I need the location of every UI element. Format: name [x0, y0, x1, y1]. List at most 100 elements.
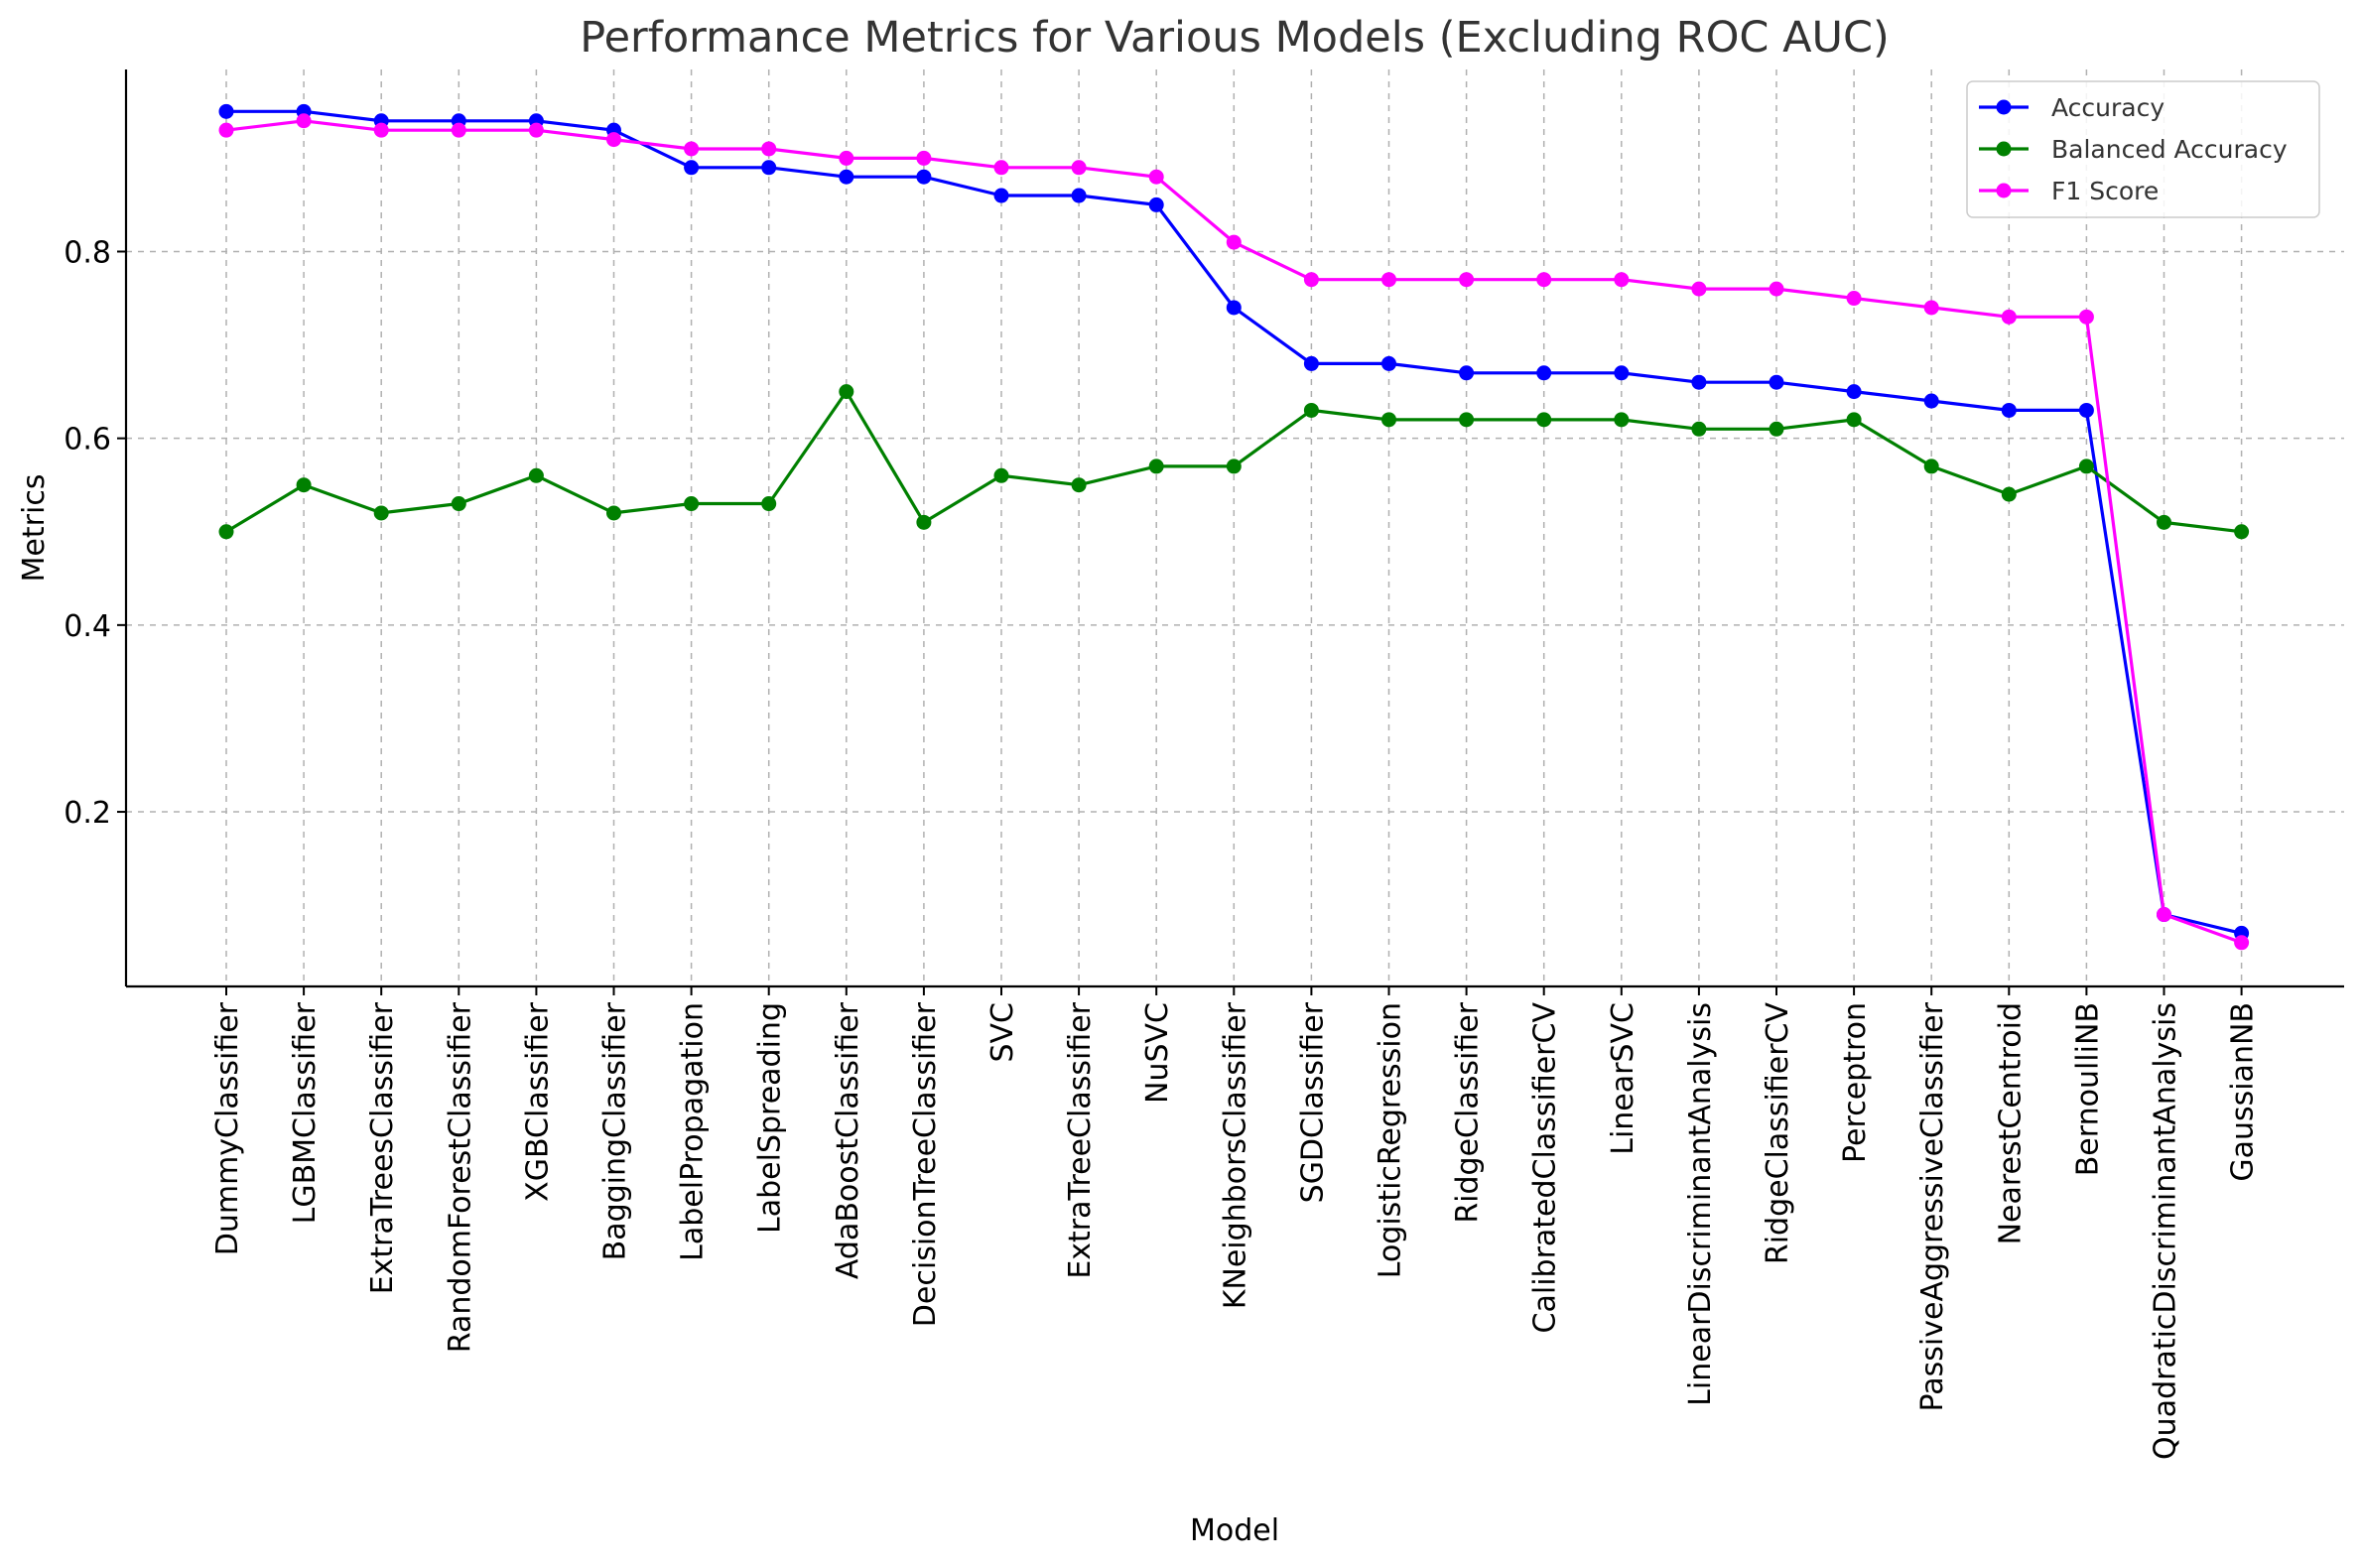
data-point — [1148, 458, 1164, 474]
y-tick-label: 0.2 — [64, 796, 111, 831]
data-point — [1071, 188, 1087, 203]
x-tick-label: RandomForestClassifier — [443, 1001, 477, 1353]
data-point — [296, 477, 312, 493]
data-point — [1536, 365, 1552, 381]
data-point — [1071, 477, 1087, 493]
axes — [124, 69, 2344, 988]
data-point — [1381, 412, 1396, 428]
data-point — [451, 496, 466, 512]
legend: Accuracy Balanced Accuracy F1 Score — [1966, 80, 2320, 218]
data-point — [1536, 272, 1552, 288]
x-tick-label: DecisionTreeClassifier — [908, 1001, 943, 1327]
y-tick-label: 0.8 — [64, 235, 111, 270]
x-tick-label: LinearSVC — [1606, 1002, 1640, 1155]
x-tick-label: RidgeClassifierCV — [1761, 1002, 1795, 1265]
data-point — [606, 505, 621, 521]
data-point — [1769, 421, 1784, 437]
data-point — [1226, 300, 1242, 316]
data-point — [2234, 935, 2250, 951]
data-point — [373, 122, 389, 138]
data-point — [2001, 309, 2017, 325]
data-point — [761, 496, 777, 512]
data-point — [1846, 384, 1862, 400]
data-point — [1381, 272, 1396, 288]
data-point — [1536, 412, 1552, 428]
data-point — [1614, 365, 1630, 381]
x-tick-label: ExtraTreesClassifier — [365, 1001, 400, 1294]
data-point — [2001, 486, 2017, 502]
data-point — [1769, 374, 1784, 390]
data-point — [1459, 365, 1475, 381]
series-group — [218, 103, 2250, 941]
data-point — [1691, 421, 1707, 437]
data-point — [1459, 272, 1475, 288]
data-point — [528, 467, 544, 483]
x-tick-label: Perceptron — [1838, 1002, 1873, 1163]
x-tick-label: BernoulliNB — [2070, 1002, 2105, 1176]
data-point — [1381, 355, 1396, 371]
x-tick-label: CalibratedClassifierCV — [1528, 1002, 1563, 1334]
data-point — [916, 514, 932, 530]
data-point — [684, 141, 700, 157]
data-point — [1226, 234, 1242, 250]
legend-swatch-marker — [1996, 183, 2012, 198]
data-point — [606, 132, 621, 148]
legend-swatch-marker — [1996, 99, 2012, 115]
x-tick-label: LabelPropagation — [676, 1002, 711, 1261]
data-point — [916, 169, 932, 185]
legend-swatch-marker — [1996, 141, 2012, 157]
chart-title: Performance Metrics for Various Models (… — [580, 13, 1890, 63]
data-point — [1303, 402, 1319, 418]
x-tick-label: NearestCentroid — [1993, 1002, 2028, 1244]
data-point — [1846, 291, 1862, 307]
data-point — [2078, 309, 2094, 325]
data-point — [2001, 402, 2017, 418]
x-axis-title: Model — [1190, 1513, 1279, 1548]
x-tick-label: QuadraticDiscriminantAnalysis — [2149, 1002, 2183, 1460]
data-point — [218, 103, 234, 119]
data-point — [993, 160, 1009, 176]
data-point — [2157, 907, 2171, 923]
data-point — [993, 188, 1009, 203]
data-point — [1923, 393, 1939, 409]
series — [218, 103, 2250, 951]
x-tick-label: GaussianNB — [2226, 1002, 2261, 1182]
x-tick-label: KNeighborsClassifier — [1218, 1001, 1252, 1309]
data-point — [1226, 458, 1242, 474]
data-point — [1459, 412, 1475, 428]
data-point — [916, 150, 932, 166]
data-point — [296, 113, 312, 129]
data-point — [1691, 374, 1707, 390]
data-point — [1303, 355, 1319, 371]
x-tick-label: DummyClassifier — [210, 1001, 245, 1255]
data-point — [1923, 458, 1939, 474]
data-point — [1614, 272, 1630, 288]
data-point — [839, 169, 854, 185]
data-point — [2157, 514, 2171, 530]
series-group — [218, 113, 2250, 951]
data-point — [218, 122, 234, 138]
data-point — [1071, 160, 1087, 176]
x-tick-label: LinearDiscriminantAnalysis — [1683, 1002, 1718, 1406]
data-point — [1923, 300, 1939, 316]
legend-label: Accuracy — [2051, 93, 2164, 122]
x-tick-label: AdaBoostClassifier — [831, 1001, 865, 1279]
x-tick-label: LabelSpreading — [753, 1002, 788, 1234]
x-tick-label: PassiveAggressiveClassifier — [1915, 1001, 1950, 1411]
x-tick-label: BaggingClassifier — [598, 1001, 633, 1260]
data-point — [1303, 272, 1319, 288]
data-point — [373, 505, 389, 521]
data-point — [2078, 458, 2094, 474]
x-tick-label: SVC — [985, 1002, 1020, 1063]
x-tick-label: ExtraTreeClassifier — [1063, 1001, 1098, 1278]
data-point — [2234, 524, 2250, 540]
data-point — [839, 384, 854, 400]
y-ticks: 0.2 0.4 0.6 0.8 — [64, 235, 126, 831]
x-tick-label: NuSVC — [1140, 1002, 1175, 1104]
legend-label: F1 Score — [2051, 177, 2159, 205]
x-tick-label: LGBMClassifier — [288, 1001, 323, 1224]
data-point — [528, 122, 544, 138]
legend-box — [1966, 80, 2320, 218]
